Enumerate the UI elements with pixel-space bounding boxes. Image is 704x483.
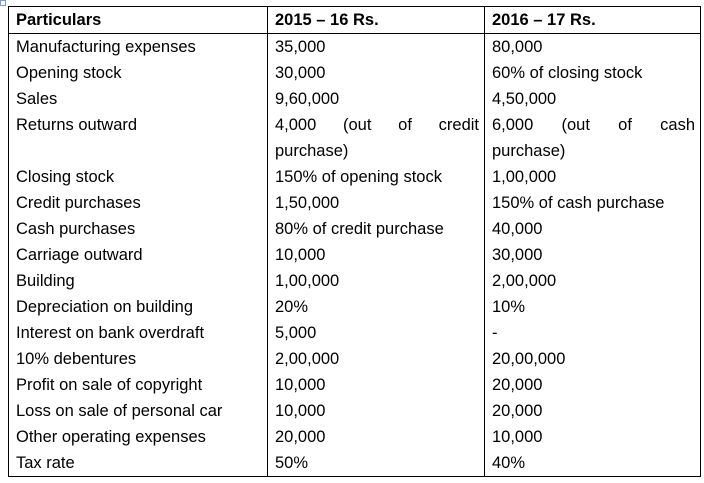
value-2016-17-cell: 1,00,000 <box>484 164 701 190</box>
particular-cell: Other operating expenses <box>8 424 268 450</box>
particular-cell: Credit purchases <box>8 190 268 216</box>
value-2016-17-cell: 6,000 (out of cash purchase) <box>484 112 701 164</box>
table-row: Closing stock 150% of opening stock 1,00,0… <box>8 164 701 190</box>
particulars-table: Particulars 2015 – 16 Rs. 2016 – 17 Rs. … <box>8 6 701 477</box>
table-row: Profit on sale of copyright 10,000 20,000 <box>8 372 701 398</box>
table-row: Other operating expenses 20,000 10,000 <box>8 424 701 450</box>
particular-cell: Interest on bank overdraft <box>8 320 268 346</box>
table-row: Credit purchases 1,50,000 150% of cash pur… <box>8 190 701 216</box>
particular-cell: Profit on sale of copyright <box>8 372 268 398</box>
header-row: Particulars 2015 – 16 Rs. 2016 – 17 Rs. <box>8 6 701 34</box>
value-2016-17-cell: 10% <box>484 294 701 320</box>
table-row: Loss on sale of personal car 10,000 20,000 <box>8 398 701 424</box>
table-anchor-icon <box>0 0 6 6</box>
value-2016-17-cell: 40,000 <box>484 216 701 242</box>
table-row: Returns outward 4,000 (out of credit purc… <box>8 112 701 164</box>
header-2016-17: 2016 – 17 Rs. <box>484 6 701 34</box>
value-2015-16-cell: 9,60,000 <box>267 86 485 112</box>
value-2015-16-cell: 10,000 <box>267 372 485 398</box>
value-2016-17-cell: 40% <box>484 450 701 477</box>
particular-cell: Loss on sale of personal car <box>8 398 268 424</box>
value-2016-17-cell: 4,50,000 <box>484 86 701 112</box>
table-row: Manufacturing expenses 35,000 80,000 <box>8 33 701 60</box>
value-2015-16-cell: 5,000 <box>267 320 485 346</box>
value-2015-16-cell: 20,000 <box>267 424 485 450</box>
particular-cell: Manufacturing expenses <box>8 33 268 60</box>
value-2015-16-cell: 50% <box>267 450 485 477</box>
header-particulars: Particulars <box>8 6 268 34</box>
particular-cell: Sales <box>8 86 268 112</box>
table-row: Interest on bank overdraft 5,000- <box>8 320 701 346</box>
value-2015-16-cell: 10,000 <box>267 242 485 268</box>
particular-cell: Closing stock <box>8 164 268 190</box>
value-2016-17-cell: 60% of closing stock <box>484 60 701 86</box>
particular-cell: Depreciation on building <box>8 294 268 320</box>
table-row: Tax rate 50% 40% <box>8 450 701 477</box>
value-2015-16-cell: 20% <box>267 294 485 320</box>
value-2016-17-cell: 10,000 <box>484 424 701 450</box>
value-2016-17-cell: 20,000 <box>484 372 701 398</box>
value-2015-16-cell: 1,50,000 <box>267 190 485 216</box>
header-2015-16: 2015 – 16 Rs. <box>267 6 485 34</box>
value-2016-17-cell: - <box>484 320 701 346</box>
particular-cell: Opening stock <box>8 60 268 86</box>
value-2016-17-cell: 2,00,000 <box>484 268 701 294</box>
value-2015-16-cell: 10,000 <box>267 398 485 424</box>
table-row: Sales 9,60,000 4,50,000 <box>8 86 701 112</box>
value-2015-16-cell: 150% of opening stock <box>267 164 485 190</box>
value-2015-16-cell: 35,000 <box>267 33 485 60</box>
value-2016-17-cell: 80,000 <box>484 33 701 60</box>
table-row: Building 1,00,000 2,00,000 <box>8 268 701 294</box>
value-2015-16-cell: 80% of credit purchase <box>267 216 485 242</box>
particular-cell: 10% debentures <box>8 346 268 372</box>
value-2015-16-cell: 30,000 <box>267 60 485 86</box>
value-2015-16-cell: 4,000 (out of credit purchase) <box>267 112 485 164</box>
table-row: Cash purchases 80% of credit purchase 40,0… <box>8 216 701 242</box>
value-2016-17-cell: 20,000 <box>484 398 701 424</box>
particular-cell: Cash purchases <box>8 216 268 242</box>
particular-cell: Building <box>8 268 268 294</box>
table-row: Carriage outward 10,000 30,000 <box>8 242 701 268</box>
table-row: Depreciation on building 20% 10% <box>8 294 701 320</box>
value-2016-17-cell: 20,00,000 <box>484 346 701 372</box>
table-row: 10% debentures 2,00,000 20,00,000 <box>8 346 701 372</box>
value-2015-16-cell: 2,00,000 <box>267 346 485 372</box>
value-2015-16-cell: 1,00,000 <box>267 268 485 294</box>
particular-cell: Returns outward <box>8 112 268 164</box>
value-2016-17-cell: 30,000 <box>484 242 701 268</box>
particular-cell: Tax rate <box>8 450 268 477</box>
value-2016-17-cell: 150% of cash purchase <box>484 190 701 216</box>
particular-cell: Carriage outward <box>8 242 268 268</box>
table-row: Opening stock 30,000 60% of closing stock <box>8 60 701 86</box>
